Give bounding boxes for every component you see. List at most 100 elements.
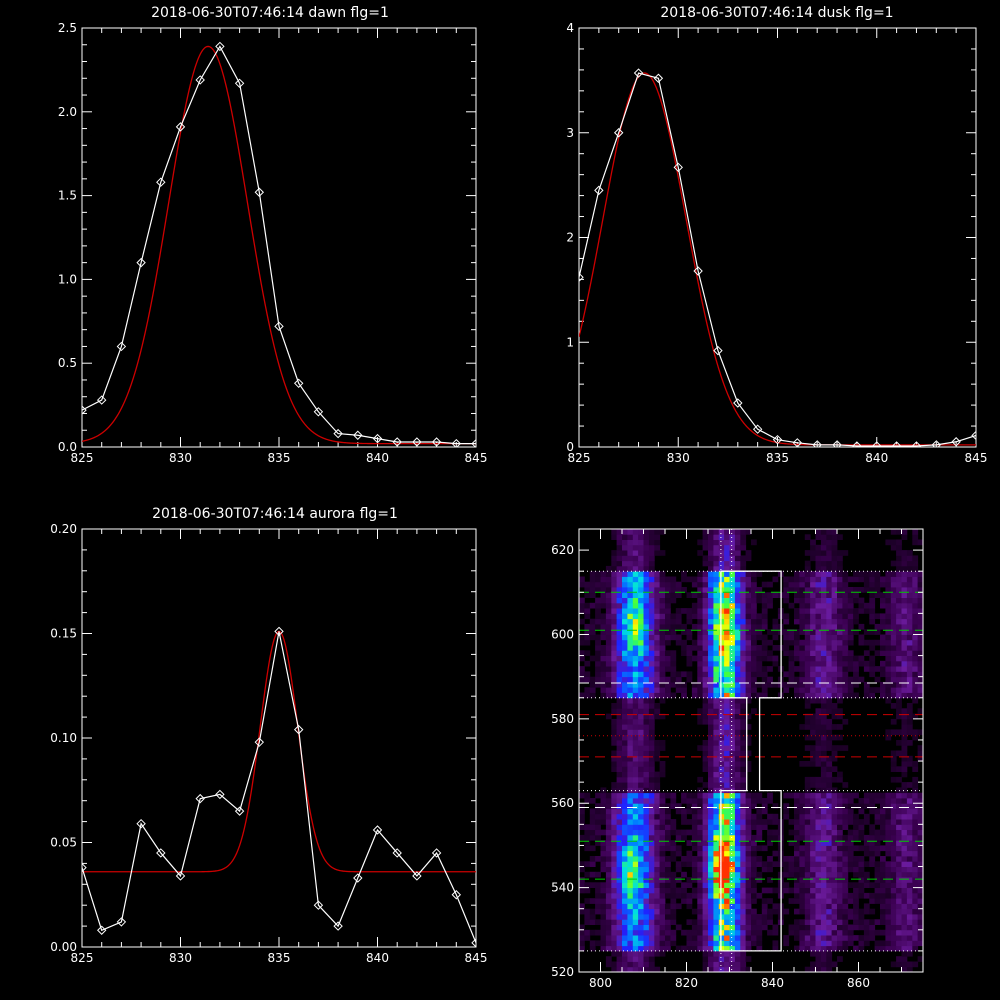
- heatmap-pixel: [611, 597, 618, 604]
- heatmap-pixel: [638, 966, 644, 973]
- heatmap-pixel: [675, 850, 682, 857]
- heatmap-pixel: [648, 892, 655, 899]
- heatmap-pixel: [906, 565, 913, 572]
- heatmap-pixel: [912, 766, 919, 772]
- heatmap-pixel: [697, 576, 704, 583]
- heatmap-pixel: [788, 655, 795, 662]
- heatmap-pixel: [616, 529, 623, 535]
- heatmap-pixel: [622, 850, 628, 857]
- dusk-plot-frame: [578, 27, 977, 448]
- heatmap-pixel: [638, 729, 644, 736]
- heatmap-pixel: [890, 655, 897, 662]
- heatmap-pixel: [622, 766, 628, 772]
- heatmap-pixel: [718, 729, 725, 736]
- heatmap-pixel: [638, 782, 644, 788]
- heatmap-pixel: [632, 766, 639, 772]
- heatmap-pixel: [858, 602, 865, 609]
- heatmap-pixel: [670, 840, 677, 846]
- heatmap-pixel: [885, 571, 892, 577]
- heatmap-pixel: [815, 687, 822, 693]
- heatmap-pixel: [890, 887, 897, 894]
- heatmap-pixel: [815, 718, 822, 725]
- heatmap-pixel: [863, 892, 870, 899]
- heatmap-pixel: [579, 887, 585, 894]
- heatmap-pixel: [654, 929, 661, 936]
- heatmap-pixel: [616, 718, 623, 725]
- heatmap-pixel: [831, 734, 838, 741]
- heatmap-pixel: [670, 666, 677, 672]
- heatmap-pixel: [756, 813, 763, 820]
- heatmap-pixel: [799, 824, 806, 830]
- heatmap-pixel: [799, 892, 806, 899]
- heatmap-pixel: [820, 761, 827, 767]
- heatmap-pixel: [751, 887, 757, 894]
- heatmap-pixel: [643, 940, 650, 947]
- heatmap-pixel: [611, 565, 618, 572]
- heatmap-pixel: [734, 898, 741, 904]
- dawn-y-tick-label: 1.0: [58, 272, 77, 286]
- heatmap-pixel: [901, 650, 908, 656]
- heatmap-pixel: [826, 724, 833, 730]
- heatmap-pixel: [605, 618, 612, 625]
- heatmap-pixel: [810, 550, 816, 556]
- heatmap-pixel: [745, 655, 752, 662]
- heatmap-pixel: [713, 539, 720, 546]
- heatmap-pixel: [579, 877, 585, 883]
- heatmap-pixel: [611, 734, 618, 741]
- heatmap-pixel: [901, 924, 908, 931]
- heatmap-pixel: [906, 587, 913, 593]
- heatmap-pixel: [734, 592, 741, 598]
- heatmap-pixel: [826, 708, 833, 714]
- heatmap-pixel: [885, 898, 892, 904]
- heatmap-pixel: [810, 908, 816, 915]
- heatmap-pixel: [627, 898, 634, 904]
- heatmap-pixel: [734, 861, 741, 867]
- heatmap-pixel: [675, 866, 682, 873]
- heatmap-pixel: [885, 629, 892, 635]
- heatmap-pixel: [595, 840, 601, 846]
- heatmap-pixel: [745, 803, 752, 809]
- heatmap-pixel: [906, 961, 913, 968]
- heatmap-pixel: [589, 813, 596, 820]
- heatmap-pixel: [917, 618, 924, 625]
- heatmap-pixel: [734, 750, 741, 757]
- heatmap-pixel: [702, 555, 709, 562]
- heatmap-pixel: [901, 824, 908, 830]
- heatmap-pixel: [627, 961, 634, 968]
- heatmap-pixel: [890, 718, 897, 725]
- heatmap-pixel: [643, 966, 650, 973]
- heatmap-pixel: [708, 629, 714, 635]
- heatmap-pixel: [643, 956, 650, 962]
- heatmap-y-tick-label: 560: [551, 796, 574, 810]
- heatmap-pixel: [896, 597, 902, 604]
- heatmap-pixel: [686, 892, 693, 899]
- heatmap-pixel: [681, 587, 687, 593]
- heatmap-pixel: [670, 634, 677, 641]
- heatmap-pixel: [584, 671, 591, 678]
- heatmap-pixel: [670, 581, 677, 588]
- heatmap-pixel: [697, 919, 704, 925]
- heatmap-pixel: [654, 892, 661, 899]
- heatmap-pixel: [648, 629, 655, 635]
- heatmap-pixel: [831, 550, 838, 556]
- heatmap-pixel: [901, 734, 908, 741]
- heatmap-pixel: [863, 850, 870, 857]
- heatmap-pixel: [670, 798, 677, 804]
- heatmap-pixel: [799, 602, 806, 609]
- heatmap-pixel: [740, 687, 747, 693]
- heatmap-pixel: [670, 845, 677, 852]
- heatmap-pixel: [858, 940, 865, 947]
- heatmap-pixel: [740, 676, 747, 683]
- heatmap-pixel: [788, 871, 795, 878]
- heatmap-pixel: [605, 639, 612, 646]
- heatmap-pixel: [901, 935, 908, 941]
- heatmap-pixel: [847, 655, 854, 662]
- heatmap-pixel: [729, 639, 736, 646]
- heatmap-pixel: [788, 666, 795, 672]
- heatmap-pixel: [783, 592, 790, 598]
- heatmap-pixel: [847, 602, 854, 609]
- heatmap-pixel: [901, 919, 908, 925]
- heatmap-pixel: [772, 850, 779, 857]
- heatmap-pixel: [734, 877, 741, 883]
- heatmap-pixel: [718, 734, 725, 741]
